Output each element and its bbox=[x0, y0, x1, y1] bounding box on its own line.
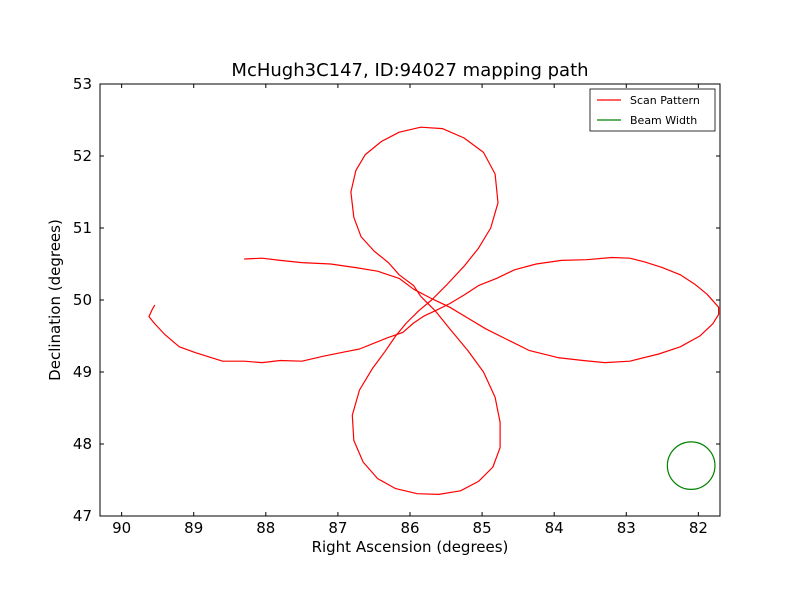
x-tick-label: 87 bbox=[328, 519, 347, 537]
y-tick-label: 50 bbox=[73, 291, 92, 309]
y-axis-title: Declination (degrees) bbox=[46, 219, 64, 381]
y-tick-label: 48 bbox=[73, 435, 92, 453]
scan-pattern-segment-1 bbox=[148, 256, 720, 364]
x-tick-label: 86 bbox=[400, 519, 419, 537]
scan-pattern-segment-2 bbox=[350, 126, 501, 495]
y-tick-label: 53 bbox=[73, 75, 92, 93]
legend-label-1: Scan Pattern bbox=[630, 94, 700, 107]
y-tick-label: 52 bbox=[73, 147, 92, 165]
y-tick-label: 47 bbox=[73, 507, 92, 525]
chart-title: McHugh3C147, ID:94027 mapping path bbox=[231, 60, 588, 81]
x-tick-label: 85 bbox=[473, 519, 492, 537]
x-tick-label: 88 bbox=[256, 519, 275, 537]
x-tick-label: 90 bbox=[112, 519, 131, 537]
axis-tick-labels: 90 89 88 87 86 85 84 83 82 47 48 49 50 51 52 53 bbox=[73, 75, 708, 537]
x-tick-label: 89 bbox=[184, 519, 203, 537]
y-tick-label: 49 bbox=[73, 363, 92, 381]
legend-label-2: Beam Width bbox=[630, 114, 697, 127]
x-tick-label: 84 bbox=[545, 519, 564, 537]
x-tick-label: 83 bbox=[617, 519, 636, 537]
legend-frame bbox=[589, 88, 716, 132]
x-tick-label: 82 bbox=[689, 519, 708, 537]
series-group bbox=[148, 126, 720, 495]
legend: Scan Pattern Beam Width bbox=[589, 88, 716, 132]
y-tick-label: 51 bbox=[73, 219, 92, 237]
x-axis-title: Right Ascension (degrees) bbox=[312, 538, 509, 556]
beam-width-circle bbox=[666, 441, 716, 490]
axis-ticks bbox=[100, 83, 720, 517]
